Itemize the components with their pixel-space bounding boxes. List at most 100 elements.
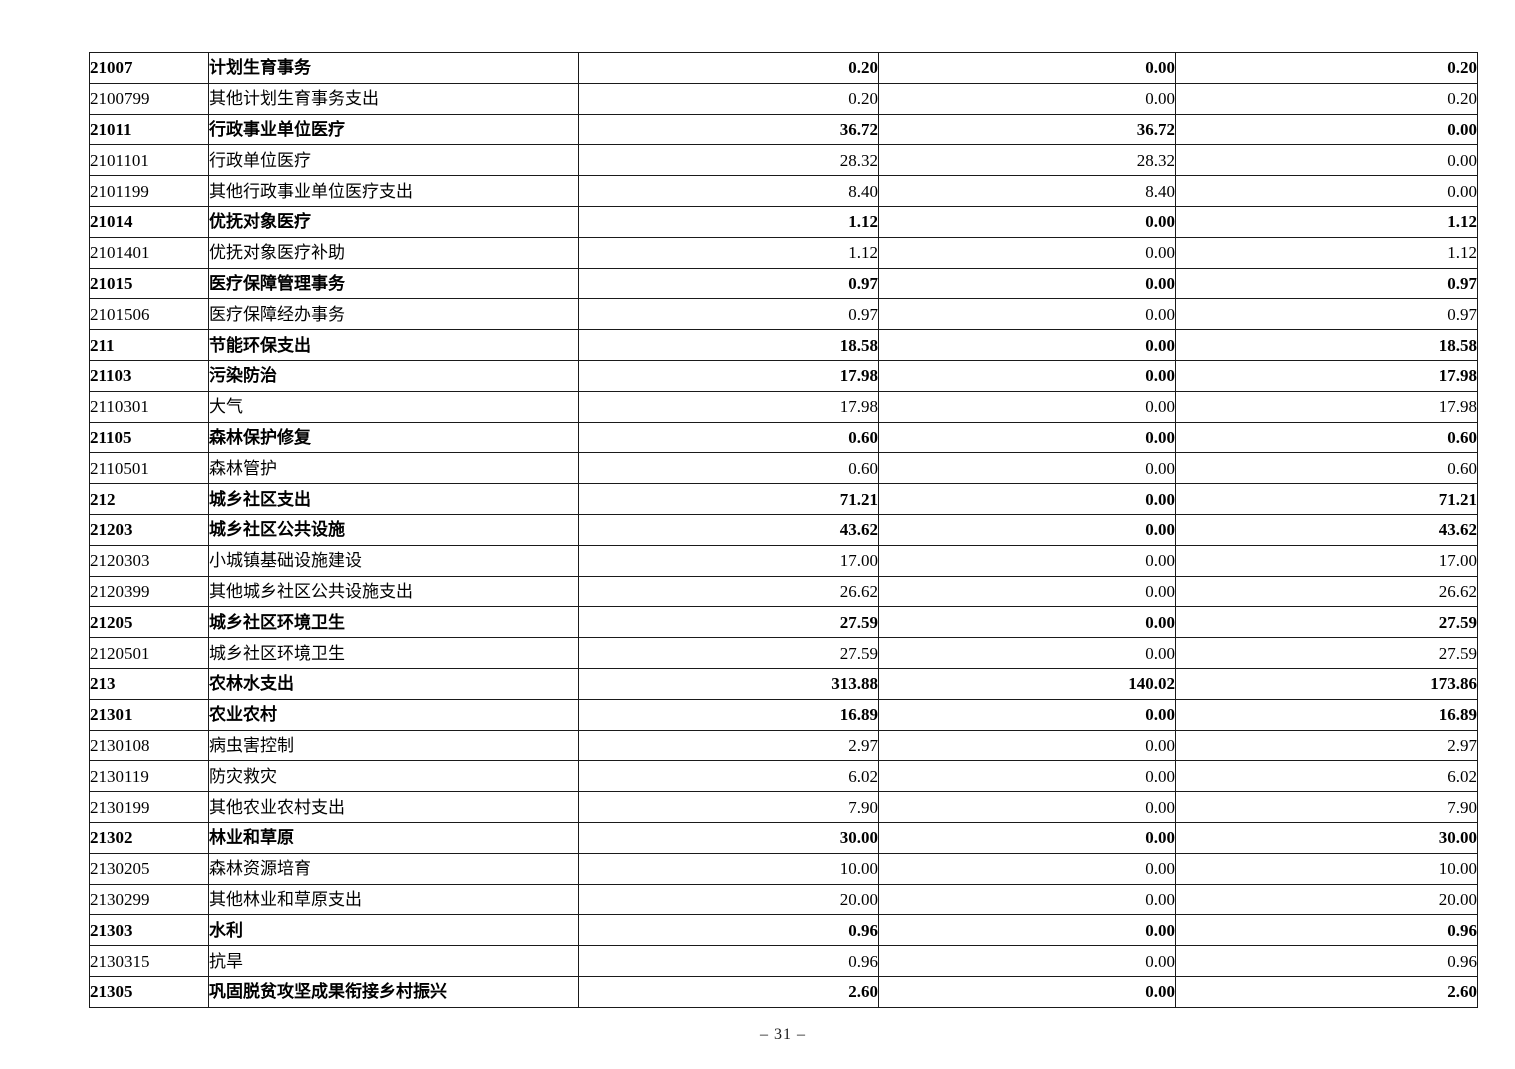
budget-table-body: 21007 计划生育事务 0.20 0.00 0.20 2100799 其他计划生育事务支出… <box>89 52 1478 1008</box>
value-cell-3: 0.00 <box>1175 175 1478 207</box>
value-cell-3: 0.20 <box>1175 52 1478 84</box>
value-cell-3: 10.00 <box>1175 852 1478 885</box>
value-cell-1: 2.60 <box>578 975 879 1008</box>
category-name-cell: 森林管护 <box>208 452 579 485</box>
value-cell-1: 0.60 <box>578 421 879 454</box>
value-cell-2: 0.00 <box>878 698 1176 731</box>
value-cell-2: 0.00 <box>878 575 1176 608</box>
table-row: 2110301 大气 17.98 0.00 17.98 <box>89 390 1478 423</box>
table-row: 21105 森林保护修复 0.60 0.00 0.60 <box>89 421 1478 454</box>
value-cell-2: 0.00 <box>878 852 1176 885</box>
category-name-cell: 城乡社区环境卫生 <box>208 606 579 639</box>
code-cell: 2110301 <box>89 390 209 423</box>
table-row: 21302 林业和草原 30.00 0.00 30.00 <box>89 821 1478 854</box>
category-name-cell: 抗旱 <box>208 945 579 977</box>
category-name-cell: 林业和草原 <box>208 821 579 854</box>
value-cell-1: 36.72 <box>578 113 879 146</box>
table-row: 2130108 病虫害控制 2.97 0.00 2.97 <box>89 729 1478 762</box>
value-cell-1: 43.62 <box>578 513 879 546</box>
category-name-cell: 森林保护修复 <box>208 421 579 454</box>
value-cell-2: 0.00 <box>878 390 1176 423</box>
value-cell-2: 0.00 <box>878 359 1176 392</box>
value-cell-3: 26.62 <box>1175 575 1478 608</box>
table-row: 2101199 其他行政事业单位医疗支出 8.40 8.40 0.00 <box>89 175 1478 207</box>
value-cell-1: 2.97 <box>578 729 879 762</box>
value-cell-1: 0.20 <box>578 52 879 84</box>
code-cell: 21007 <box>89 52 209 84</box>
code-cell: 2120399 <box>89 575 209 608</box>
code-cell: 2110501 <box>89 452 209 485</box>
value-cell-1: 18.58 <box>578 329 879 361</box>
value-cell-3: 30.00 <box>1175 821 1478 854</box>
category-name-cell: 巩固脱贫攻坚成果衔接乡村振兴 <box>208 975 579 1008</box>
value-cell-2: 8.40 <box>878 175 1176 207</box>
value-cell-1: 7.90 <box>578 791 879 823</box>
value-cell-3: 2.97 <box>1175 729 1478 762</box>
category-name-cell: 行政事业单位医疗 <box>208 113 579 146</box>
table-row: 21015 医疗保障管理事务 0.97 0.00 0.97 <box>89 267 1478 300</box>
value-cell-2: 0.00 <box>878 637 1176 669</box>
code-cell: 21303 <box>89 914 209 947</box>
value-cell-3: 27.59 <box>1175 606 1478 639</box>
value-cell-3: 0.97 <box>1175 298 1478 331</box>
value-cell-1: 0.60 <box>578 452 879 485</box>
value-cell-2: 0.00 <box>878 883 1176 916</box>
code-cell: 213 <box>89 667 209 700</box>
value-cell-1: 1.12 <box>578 205 879 238</box>
category-name-cell: 优抚对象医疗 <box>208 205 579 238</box>
table-row: 21011 行政事业单位医疗 36.72 36.72 0.00 <box>89 113 1478 146</box>
table-row: 2130315 抗旱 0.96 0.00 0.96 <box>89 945 1478 977</box>
table-row: 2120399 其他城乡社区公共设施支出 26.62 0.00 26.62 <box>89 575 1478 608</box>
table-row: 2130205 森林资源培育 10.00 0.00 10.00 <box>89 852 1478 885</box>
value-cell-2: 0.00 <box>878 483 1176 515</box>
table-row: 21203 城乡社区公共设施 43.62 0.00 43.62 <box>89 513 1478 546</box>
code-cell: 2130315 <box>89 945 209 977</box>
value-cell-1: 71.21 <box>578 483 879 515</box>
value-cell-1: 27.59 <box>578 637 879 669</box>
value-cell-1: 8.40 <box>578 175 879 207</box>
category-name-cell: 其他林业和草原支出 <box>208 883 579 916</box>
value-cell-3: 7.90 <box>1175 791 1478 823</box>
budget-table: 21007 计划生育事务 0.20 0.00 0.20 2100799 其他计划生育事务支出… <box>89 52 1478 1008</box>
code-cell: 21302 <box>89 821 209 854</box>
category-name-cell: 医疗保障管理事务 <box>208 267 579 300</box>
table-row: 2130199 其他农业农村支出 7.90 0.00 7.90 <box>89 791 1478 823</box>
category-name-cell: 医疗保障经办事务 <box>208 298 579 331</box>
code-cell: 21015 <box>89 267 209 300</box>
value-cell-3: 71.21 <box>1175 483 1478 515</box>
value-cell-3: 43.62 <box>1175 513 1478 546</box>
value-cell-1: 0.20 <box>578 82 879 115</box>
value-cell-1: 0.96 <box>578 945 879 977</box>
code-cell: 21011 <box>89 113 209 146</box>
value-cell-3: 17.98 <box>1175 390 1478 423</box>
value-cell-2: 36.72 <box>878 113 1176 146</box>
value-cell-2: 0.00 <box>878 452 1176 485</box>
category-name-cell: 森林资源培育 <box>208 852 579 885</box>
value-cell-2: 28.32 <box>878 144 1176 177</box>
value-cell-3: 20.00 <box>1175 883 1478 916</box>
table-row: 21014 优抚对象医疗 1.12 0.00 1.12 <box>89 205 1478 238</box>
value-cell-1: 30.00 <box>578 821 879 854</box>
category-name-cell: 污染防治 <box>208 359 579 392</box>
value-cell-1: 0.97 <box>578 298 879 331</box>
category-name-cell: 城乡社区支出 <box>208 483 579 515</box>
value-cell-2: 0.00 <box>878 945 1176 977</box>
value-cell-1: 6.02 <box>578 760 879 793</box>
code-cell: 212 <box>89 483 209 515</box>
category-name-cell: 大气 <box>208 390 579 423</box>
table-row: 2100799 其他计划生育事务支出 0.20 0.00 0.20 <box>89 82 1478 115</box>
category-name-cell: 小城镇基础设施建设 <box>208 544 579 577</box>
code-cell: 21205 <box>89 606 209 639</box>
category-name-cell: 城乡社区环境卫生 <box>208 637 579 669</box>
value-cell-2: 0.00 <box>878 513 1176 546</box>
code-cell: 21105 <box>89 421 209 454</box>
category-name-cell: 其他城乡社区公共设施支出 <box>208 575 579 608</box>
value-cell-1: 26.62 <box>578 575 879 608</box>
table-row: 21205 城乡社区环境卫生 27.59 0.00 27.59 <box>89 606 1478 639</box>
value-cell-2: 0.00 <box>878 821 1176 854</box>
page-number: – 31 – <box>760 1026 806 1043</box>
table-row: 2110501 森林管护 0.60 0.00 0.60 <box>89 452 1478 485</box>
value-cell-1: 27.59 <box>578 606 879 639</box>
value-cell-1: 17.98 <box>578 359 879 392</box>
